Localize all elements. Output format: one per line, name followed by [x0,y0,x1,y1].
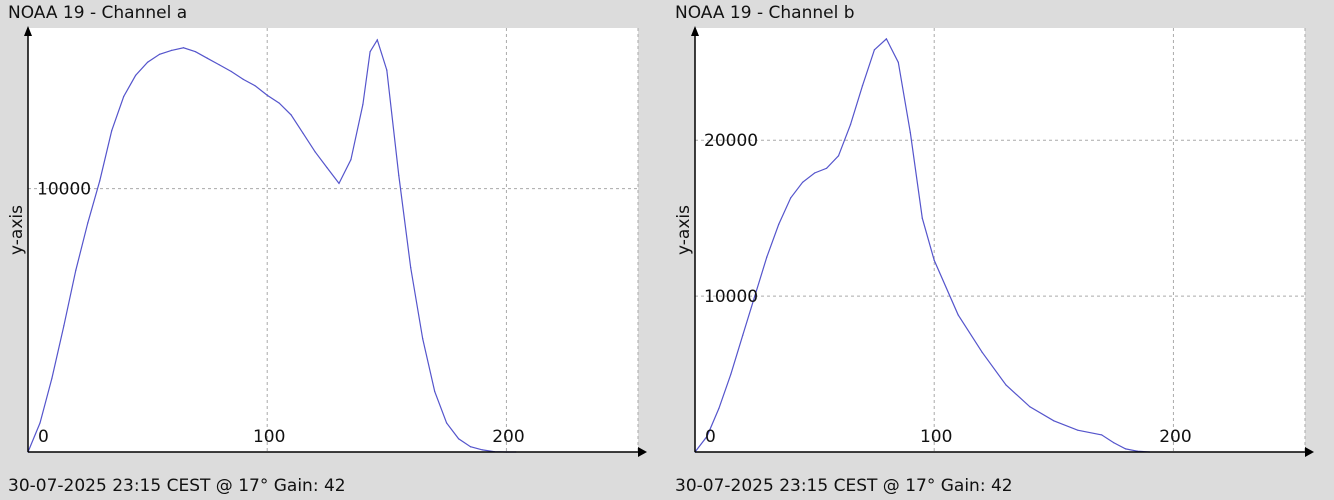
data-point [957,314,959,316]
data-point [338,182,340,184]
data-point [469,446,472,448]
data-point [754,295,756,297]
data-point [481,449,484,451]
data-point [51,377,53,379]
data-point [218,64,220,66]
y-axis-label-b: y-axis [674,205,694,255]
data-point [170,49,173,51]
x-tick-label: 100 [920,427,952,447]
data-point [790,197,792,199]
data-point [230,70,232,73]
data-point [39,422,41,424]
data-point [1029,406,1031,408]
timestamp-footer-a: 30-07-2025 23:15 CEST @ 17° Gain: 42 [8,476,346,496]
chart-panel-a: 0 100 200 10000 y-axis NOAA 19 - Channel a 3… [7,3,647,496]
data-point [194,51,197,53]
data-point [266,94,268,96]
data-point [135,74,137,77]
y-tick-label: 20000 [704,131,758,151]
data-point [814,172,816,174]
data-point [278,102,280,104]
data-point [302,132,304,134]
data-point [1101,434,1103,436]
data-point [873,49,876,51]
data-point [849,124,852,126]
data-point [376,39,378,41]
x-tick-label: 200 [492,427,524,447]
x-tick-label: 0 [705,427,716,447]
data-point [434,390,436,393]
data-point [909,131,911,134]
data-point [314,151,316,153]
y-tick-label: 10000 [704,287,758,307]
data-point [386,69,388,71]
data-point [182,47,185,49]
data-point [206,57,209,59]
data-point [87,222,89,224]
data-point [398,174,400,177]
data-point [75,269,77,271]
data-point [147,61,149,63]
data-point [99,180,101,182]
chart-panel-b: 0 100 200 10000 20000 y-axis NOAA 19 - Channe… [667,0,1334,500]
x-axis-arrow-a [638,447,647,457]
plot-area-b: 0 100 200 10000 20000 y-axis [674,26,1314,457]
data-point [981,351,983,353]
chart-title-a: NOAA 19 - Channel a [8,3,188,23]
data-point [350,159,352,161]
data-line-b [694,37,1150,453]
data-point [730,373,732,375]
data-point [1113,442,1115,444]
y-tick-label: 10000 [37,180,91,200]
data-point [802,181,804,183]
timestamp-footer-b: 30-07-2025 23:15 CEST @ 17° Gain: 42 [675,476,1013,496]
data-point [254,85,256,87]
data-point [921,217,923,219]
data-point [242,78,244,80]
data-point [410,267,412,269]
data-point [326,166,328,169]
plot-area-a: 0 100 200 10000 y-axis [7,26,647,457]
data-point [766,256,768,258]
x-tick-label: 0 [38,427,49,447]
data-point [825,167,828,169]
data-point [111,130,113,132]
data-point [718,407,720,409]
data-point [446,422,448,424]
data-point [1053,420,1055,422]
data-point [778,223,780,226]
x-axis-arrow-b [1305,447,1314,457]
data-point [861,85,864,87]
data-point [123,95,125,98]
y-axis-arrow-a [24,26,32,36]
x-tick-label: 100 [253,427,285,447]
data-point [158,53,161,55]
y-axis-label-a: y-axis [7,205,27,255]
data-point [1077,429,1079,431]
data-point [742,334,744,336]
plot-background-a [28,28,638,452]
data-point [885,38,887,40]
data-point [1005,384,1007,386]
x-tick-label: 200 [1159,427,1191,447]
data-point [837,155,840,157]
data-point [706,435,708,438]
data-point [457,438,460,440]
data-point [897,61,899,63]
data-point [933,259,935,261]
data-point [1124,448,1127,450]
data-point [290,114,292,116]
plot-background-b [695,28,1305,452]
y-axis-arrow-b [691,26,699,36]
data-point [369,51,371,53]
data-point [63,324,65,327]
data-point [422,338,424,340]
chart-title-b: NOAA 19 - Channel b [675,3,855,23]
data-point [362,103,364,105]
